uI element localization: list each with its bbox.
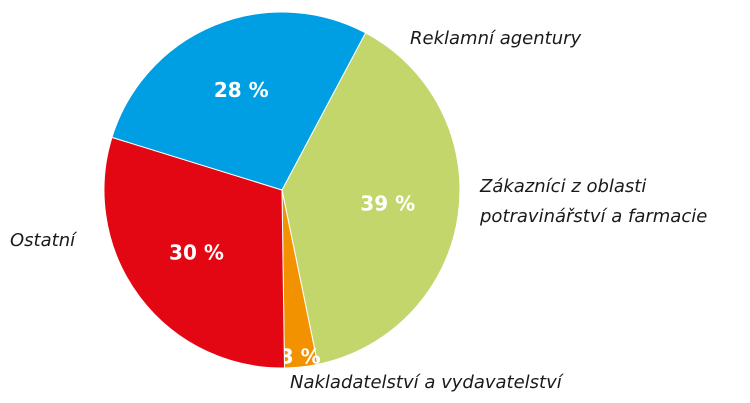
- pie-slice: [111, 11, 367, 191]
- value-label: 3 %: [280, 345, 321, 369]
- slice-label: Nakladatelství a vydavatelství: [290, 372, 562, 393]
- value-label: 30 %: [169, 240, 224, 264]
- slice-label: Ostatní: [10, 230, 76, 251]
- value-label: 28 %: [214, 78, 269, 102]
- slice-label: Zákazníci z oblasti potravinářství a far…: [480, 176, 708, 227]
- pie-slice: [281, 32, 461, 365]
- slice-label: Reklamní agentury: [410, 28, 582, 49]
- value-label: 39 %: [360, 192, 415, 216]
- pie-slice: [103, 136, 285, 369]
